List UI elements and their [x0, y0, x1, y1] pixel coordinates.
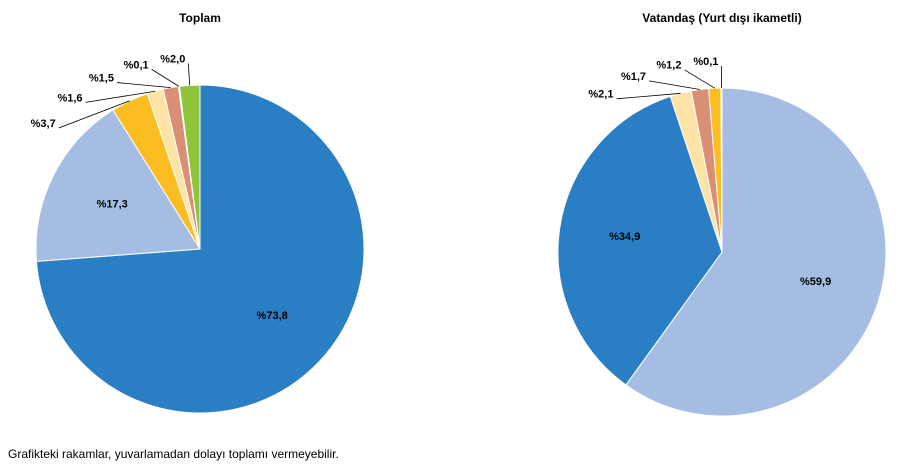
slice-label: %1,2: [656, 60, 681, 72]
leader-line: [616, 92, 681, 100]
leader-line: [58, 100, 130, 129]
slice-label: %0,1: [693, 56, 718, 68]
leader-line: [684, 69, 715, 89]
slice-label: %17,3: [97, 199, 128, 211]
slice-label: %2,0: [160, 53, 185, 65]
chart-title: Vatandaş (Yurt dışı ikametli): [642, 11, 801, 25]
leader-line: [85, 90, 156, 103]
leader-line: [648, 80, 700, 90]
slice-label: %1,7: [621, 71, 646, 83]
footnote: Grafikteki rakamlar, yuvarlamadan dolayı…: [8, 447, 339, 461]
slice-label: %59,9: [800, 276, 831, 288]
slice-label: %3,7: [31, 118, 56, 130]
pie-slice: [557, 95, 723, 386]
leader-line: [187, 63, 191, 86]
leader-line: [116, 82, 171, 89]
pie-slice: [625, 87, 887, 417]
chart-title: Toplam: [179, 11, 221, 25]
slice-label: %2,1: [588, 89, 613, 101]
slice-label: %0,1: [124, 59, 149, 71]
leader-line: [151, 69, 180, 87]
slice-label: %1,5: [89, 72, 114, 84]
slice-label: %73,8: [257, 310, 288, 322]
slice-label: %1,6: [57, 92, 82, 104]
slice-label: %34,9: [609, 231, 640, 243]
pie-slice: [35, 109, 201, 262]
